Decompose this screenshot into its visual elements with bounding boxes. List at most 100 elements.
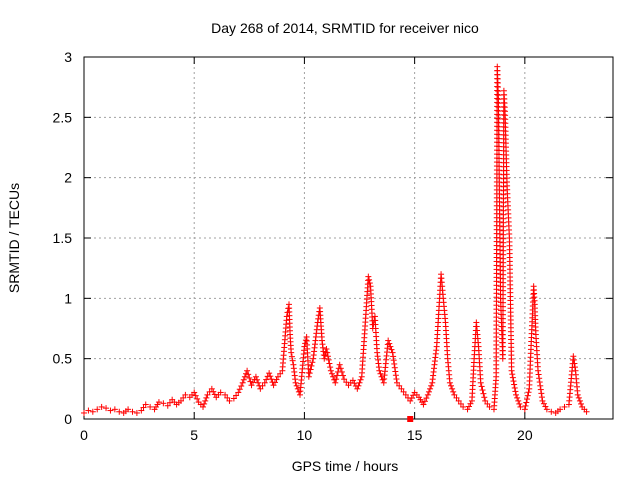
- outlier-point: [407, 416, 414, 422]
- data-point: [540, 400, 547, 407]
- data-point: [140, 404, 147, 411]
- data-point: [268, 376, 275, 383]
- data-point: [103, 405, 110, 412]
- data-point: [230, 395, 237, 402]
- data-point: [517, 403, 524, 410]
- data-point: [238, 383, 245, 390]
- data-point: [514, 394, 521, 401]
- data-point: [321, 355, 328, 362]
- data-point: [191, 389, 198, 396]
- data-point: [327, 364, 334, 371]
- data-point: [201, 400, 208, 407]
- data-point: [125, 406, 132, 413]
- data-point: [524, 392, 531, 399]
- data-point: [326, 360, 333, 367]
- data-point: [142, 401, 149, 408]
- data-point: [164, 402, 171, 409]
- data-point: [222, 391, 229, 398]
- x-axis-label: GPS time / hours: [292, 458, 399, 474]
- data-point: [574, 391, 581, 398]
- data-point: [98, 403, 105, 410]
- data-point: [240, 376, 247, 383]
- data-point: [542, 403, 549, 410]
- data-point: [561, 403, 568, 410]
- data-point: [387, 343, 394, 350]
- data-point: [332, 379, 339, 386]
- data-point: [509, 374, 516, 381]
- data-point: [308, 362, 315, 369]
- data-point: [479, 387, 486, 394]
- data-point: [257, 385, 264, 392]
- data-point: [293, 382, 300, 389]
- data-point: [241, 373, 248, 380]
- data-point: [446, 379, 453, 386]
- data-point: [325, 356, 332, 363]
- data-point: [107, 407, 114, 414]
- data-point: [155, 399, 162, 406]
- data-point: [217, 389, 224, 396]
- data-point: [570, 353, 577, 360]
- data-point: [535, 367, 542, 374]
- data-point: [292, 379, 299, 386]
- data-point: [288, 349, 295, 356]
- y-ticks: 0 0.5 1 1.5 2 2.5 3: [53, 49, 613, 427]
- data-point: [116, 408, 123, 415]
- data-point: [390, 353, 397, 360]
- data-point: [524, 396, 531, 403]
- data-point: [336, 361, 343, 368]
- y-tick-label: 1.5: [53, 230, 73, 246]
- data-point: [447, 382, 454, 389]
- data-point: [133, 409, 140, 416]
- data-point: [337, 365, 344, 372]
- data-point: [511, 384, 518, 391]
- data-point: [233, 392, 240, 399]
- data-point: [576, 397, 583, 404]
- data-point: [263, 376, 270, 383]
- data-point: [270, 382, 277, 389]
- data-point: [177, 397, 184, 404]
- data-point: [391, 360, 398, 367]
- data-point: [147, 403, 154, 410]
- data-point: [111, 406, 118, 413]
- data-point: [166, 399, 173, 406]
- data-point: [306, 370, 313, 377]
- data-point: [328, 370, 335, 377]
- plot-frame: [83, 56, 614, 420]
- data-point: [224, 394, 231, 401]
- data-point: [408, 395, 415, 402]
- data-point: [277, 370, 284, 377]
- data-point: [478, 383, 485, 390]
- data-point: [393, 376, 400, 383]
- x-tick-label: 15: [407, 427, 423, 443]
- data-point: [81, 409, 87, 416]
- data-point: [309, 359, 316, 366]
- data-point: [192, 392, 199, 399]
- data-point: [392, 372, 399, 379]
- data-point: [160, 400, 167, 407]
- data-point: [341, 376, 348, 383]
- data-point: [523, 399, 530, 406]
- y-tick-label: 3: [64, 49, 72, 65]
- data-point: [400, 388, 407, 395]
- data-point: [423, 395, 430, 402]
- data-point: [391, 364, 398, 371]
- data-point: [194, 395, 201, 402]
- data-point: [289, 357, 296, 364]
- data-point: [248, 382, 255, 389]
- data-point: [543, 406, 550, 413]
- data-point: [484, 400, 491, 407]
- data-point: [575, 394, 582, 401]
- data-point: [427, 385, 434, 392]
- data-point: [244, 367, 251, 374]
- data-point: [333, 376, 340, 383]
- data-point: [455, 397, 462, 404]
- data-point: [536, 379, 543, 386]
- y-axis-label: SRMTID / TECUs: [6, 183, 22, 293]
- data-point: [376, 367, 383, 374]
- data-point: [249, 379, 256, 386]
- data-point: [283, 313, 290, 320]
- y-tick-label: 2: [64, 170, 72, 186]
- data-point: [481, 394, 488, 401]
- data-point: [571, 360, 578, 367]
